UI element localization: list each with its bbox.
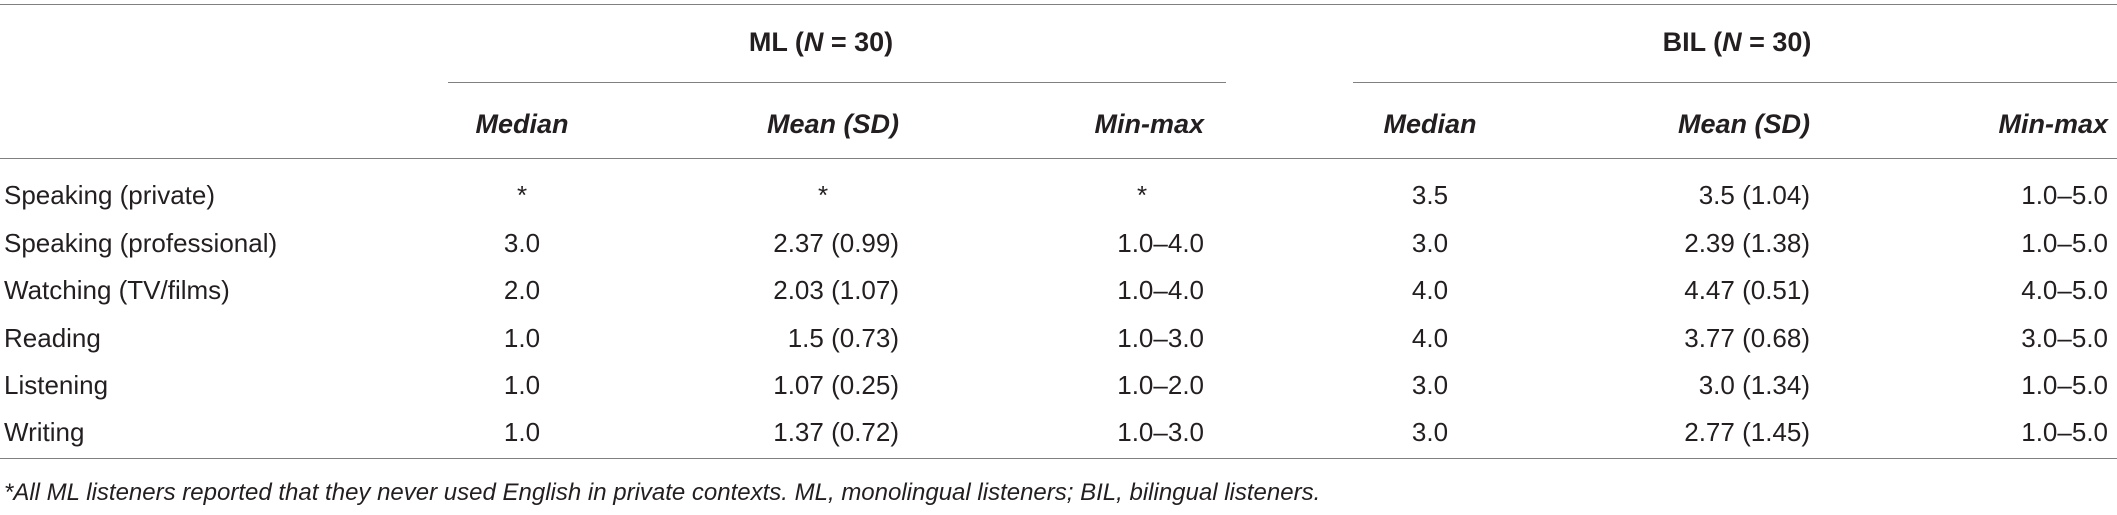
row-label: Speaking (professional) xyxy=(4,228,278,258)
bil-mean-cell: 4.47 (0.51) xyxy=(1684,275,1810,305)
bil-minmax-cell: 3.0–5.0 xyxy=(2021,323,2108,353)
bil-mean-cell: 2.77 (1.45) xyxy=(1684,417,1810,447)
ml-mean-cell: 1.07 (0.25) xyxy=(773,370,899,400)
ml-group-header: ML (N = 30) xyxy=(749,29,893,56)
ml-minmax-cell: 1.0–2.0 xyxy=(1117,370,1204,400)
ml-minmax-cell: * xyxy=(1136,180,1148,210)
ml-mean-cell: 2.03 (1.07) xyxy=(773,275,899,305)
ml-minmax-cell: 1.0–4.0 xyxy=(1117,275,1204,305)
bil-mean-cell: 3.5 (1.04) xyxy=(1698,180,1810,210)
bil-median-cell: 4.0 xyxy=(1411,275,1449,305)
bil-median-cell: 4.0 xyxy=(1411,323,1449,353)
bil-mean-cell: 2.39 (1.38) xyxy=(1684,228,1810,258)
ml-median-cell: 2.0 xyxy=(503,275,541,305)
bil-group-rule xyxy=(1353,82,2117,83)
ml-minmax-cell: 1.0–3.0 xyxy=(1117,417,1204,447)
ml-minmax-header: Min-max xyxy=(1094,109,1204,139)
ml-n-value: = 30) xyxy=(823,27,894,57)
row-label: Speaking (private) xyxy=(4,180,215,210)
bil-minmax-cell: 4.0–5.0 xyxy=(2021,275,2108,305)
bil-mean-cell: 3.0 (1.34) xyxy=(1698,370,1810,400)
row-label: Writing xyxy=(4,417,85,447)
ml-group-rule xyxy=(448,82,1226,83)
ml-mean-cell: * xyxy=(817,180,829,210)
ml-median-cell: 1.0 xyxy=(503,370,541,400)
bil-median-header: Median xyxy=(1383,109,1477,139)
ml-mean-cell: 1.37 (0.72) xyxy=(773,417,899,447)
ml-median-header: Median xyxy=(475,109,569,139)
bil-minmax-cell: 1.0–5.0 xyxy=(2021,370,2108,400)
bil-group-header: BIL (N = 30) xyxy=(1663,29,1812,56)
header-bottom-rule xyxy=(0,158,2117,159)
bil-mean-header: Mean (SD) xyxy=(1677,109,1810,139)
row-label: Watching (TV/films) xyxy=(4,275,230,305)
bil-n-symbol: N xyxy=(1722,27,1742,57)
bil-median-cell: 3.0 xyxy=(1411,417,1449,447)
ml-minmax-cell: 1.0–4.0 xyxy=(1117,228,1204,258)
bil-minmax-header: Min-max xyxy=(1998,109,2108,139)
ml-minmax-cell: 1.0–3.0 xyxy=(1117,323,1204,353)
bil-minmax-cell: 1.0–5.0 xyxy=(2021,180,2108,210)
ml-n-symbol: N xyxy=(803,27,824,57)
ml-median-cell: 3.0 xyxy=(503,228,541,258)
bil-minmax-cell: 1.0–5.0 xyxy=(2021,228,2108,258)
ml-group-label: ML ( xyxy=(748,27,804,57)
ml-mean-header: Mean (SD) xyxy=(766,109,899,139)
row-label: Reading xyxy=(4,323,101,353)
bil-median-cell: 3.5 xyxy=(1411,180,1449,210)
ml-median-cell: 1.0 xyxy=(503,417,541,447)
bil-median-cell: 3.0 xyxy=(1411,228,1449,258)
ml-median-cell: * xyxy=(516,180,528,210)
bil-mean-cell: 3.77 (0.68) xyxy=(1684,323,1810,353)
table-bottom-rule xyxy=(0,458,2117,459)
ml-mean-cell: 2.37 (0.99) xyxy=(773,228,899,258)
bil-minmax-cell: 1.0–5.0 xyxy=(2021,417,2108,447)
row-label: Listening xyxy=(4,370,109,400)
bil-median-cell: 3.0 xyxy=(1411,370,1449,400)
bil-group-label: BIL ( xyxy=(1662,27,1723,57)
ml-mean-cell: 1.5 (0.73) xyxy=(787,323,899,353)
table-footnote: *All ML listeners reported that they nev… xyxy=(4,479,1321,506)
ml-median-cell: 1.0 xyxy=(503,323,541,353)
bil-n-value: = 30) xyxy=(1741,27,1812,57)
table-top-rule xyxy=(0,4,2117,5)
